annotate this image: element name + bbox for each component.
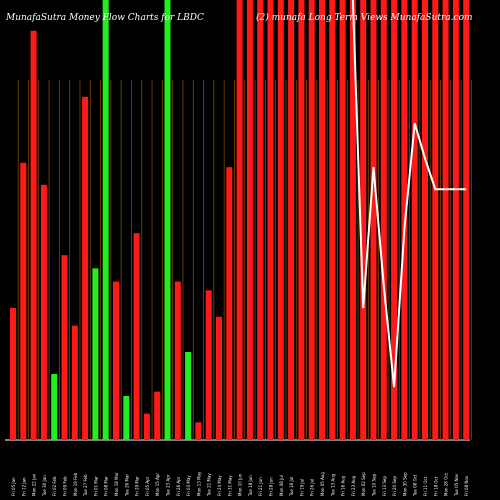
bar	[51, 374, 58, 440]
x-tick-label: Tue 30 Jan	[42, 475, 47, 497]
x-tick-label: Fri 09 Feb	[63, 476, 68, 496]
x-tick-label: Fri 18 Oct	[433, 476, 438, 496]
bar	[319, 0, 325, 440]
x-tick-label: Mon 30 Sep	[402, 472, 407, 496]
x-tick-label: Mon 10 Jun	[238, 473, 243, 496]
bar	[329, 0, 336, 440]
x-tick-label: Mon 18 Mar	[114, 472, 119, 496]
x-tick-label: Mon 28 Oct	[444, 473, 449, 496]
bar	[61, 255, 68, 440]
x-tick-label: Fri 12 Jan	[21, 477, 26, 496]
chart-subtitle: (2) munafa Long Term Views MunafaSutra.c…	[256, 13, 473, 23]
x-tick-label: Fri 08 Mar	[104, 476, 109, 496]
bar	[391, 0, 398, 440]
bar	[370, 0, 377, 440]
x-tick-label: Mon 19 Feb	[73, 472, 78, 496]
x-tick-label: Fri 23 Aug	[351, 475, 356, 496]
x-tick-label: Mon 22 Jan	[32, 473, 37, 496]
bar	[288, 0, 295, 440]
x-tick-label: Fri 02 Feb	[52, 476, 57, 496]
overlay-line	[351, 0, 467, 388]
x-tick-label: Fri 31 May	[227, 475, 232, 496]
x-tick-label: Tue 10 Sep	[372, 474, 377, 497]
x-tick-label: Mon 13 May	[196, 471, 201, 496]
bar	[133, 233, 140, 440]
x-tick-label: Mon 08 Jul	[279, 475, 284, 496]
x-tick-label: Tue 05 Nov	[454, 473, 459, 497]
bar	[185, 352, 192, 440]
x-tick-label: Fri 05 Apr	[145, 476, 150, 496]
x-tick-label: Tue 13 Aug	[330, 473, 335, 497]
bar	[463, 0, 470, 440]
bar	[349, 0, 356, 440]
x-tick-label: Fri 26 Apr	[176, 476, 181, 496]
bar	[339, 0, 346, 440]
x-tick-label: Tue 26 Mar	[124, 474, 129, 497]
x-tick-label: Fri 16 Aug	[341, 475, 346, 496]
bar	[164, 0, 171, 440]
chart-title: MunafaSutra Money Flow Charts for LBDC	[6, 13, 204, 23]
x-tick-label: Fri 29 Mar	[135, 476, 140, 496]
bar	[154, 391, 161, 440]
x-tick-label: Mon 05 Aug	[320, 472, 325, 496]
bar	[422, 0, 428, 440]
bar	[360, 0, 367, 440]
x-tick-label: Tue 21 May	[207, 473, 212, 497]
x-tick-label: Tue 16 Jul	[289, 477, 294, 497]
x-tick-label: Fri 01 Mar	[93, 476, 98, 496]
bar	[216, 316, 222, 440]
bar	[20, 162, 27, 441]
bar	[82, 96, 89, 441]
x-tick-label: Fri 05 Jan	[11, 477, 16, 496]
bar	[195, 422, 202, 440]
vertical-grid-lines	[17, 80, 472, 440]
x-tick-label: Fri 08 Nov	[464, 475, 469, 496]
x-tick-label: Fri 19 Jul	[299, 479, 304, 496]
x-tick-label: Tue 23 Apr	[166, 474, 171, 497]
x-tick-label: Fri 13 Sep	[382, 476, 387, 496]
bar	[277, 0, 284, 440]
x-tick-label: Tue 27 Feb	[83, 474, 88, 497]
bar	[123, 396, 130, 440]
x-tick-label: Tue 08 Oct	[413, 474, 418, 497]
money-flow-line	[351, 0, 467, 388]
bar-series	[10, 0, 470, 441]
x-tick-label: Fri 03 May	[186, 475, 191, 496]
bar	[71, 325, 78, 440]
bar	[442, 0, 449, 440]
bar	[267, 0, 274, 440]
bar	[432, 0, 439, 440]
x-axis-labels: Fri 05 Jan Fri 12 Jan Mon 22 Jan Tue 30 Jan…	[11, 471, 469, 497]
bar	[113, 281, 119, 440]
x-tick-label: Fri 11 Oct	[423, 476, 428, 496]
bar	[236, 0, 243, 440]
bar	[10, 308, 16, 440]
bar	[92, 268, 99, 440]
bar	[226, 167, 233, 440]
bar	[452, 0, 459, 440]
x-tick-label: Fri 21 Jun	[258, 477, 263, 496]
bar	[30, 30, 37, 441]
bar	[411, 0, 418, 440]
x-tick-label: Mon 15 Apr	[155, 473, 160, 496]
x-tick-label: Fri 20 Sep	[392, 476, 397, 496]
x-tick-label: Fri 28 Jun	[269, 477, 274, 496]
bar	[246, 0, 253, 440]
x-tick-label: Tue 18 Jun	[248, 475, 253, 497]
x-tick-label: Fri 24 May	[217, 475, 222, 496]
bar	[205, 290, 212, 440]
bar	[174, 281, 181, 440]
bar	[102, 0, 109, 440]
bar	[257, 0, 264, 440]
bar	[298, 0, 305, 440]
bar	[308, 0, 315, 440]
bar	[143, 413, 150, 440]
bar	[380, 0, 387, 440]
x-tick-label: Fri 26 Jul	[310, 479, 315, 496]
x-tick-label: Mon 02 Sep	[361, 472, 366, 496]
bar	[40, 184, 47, 440]
